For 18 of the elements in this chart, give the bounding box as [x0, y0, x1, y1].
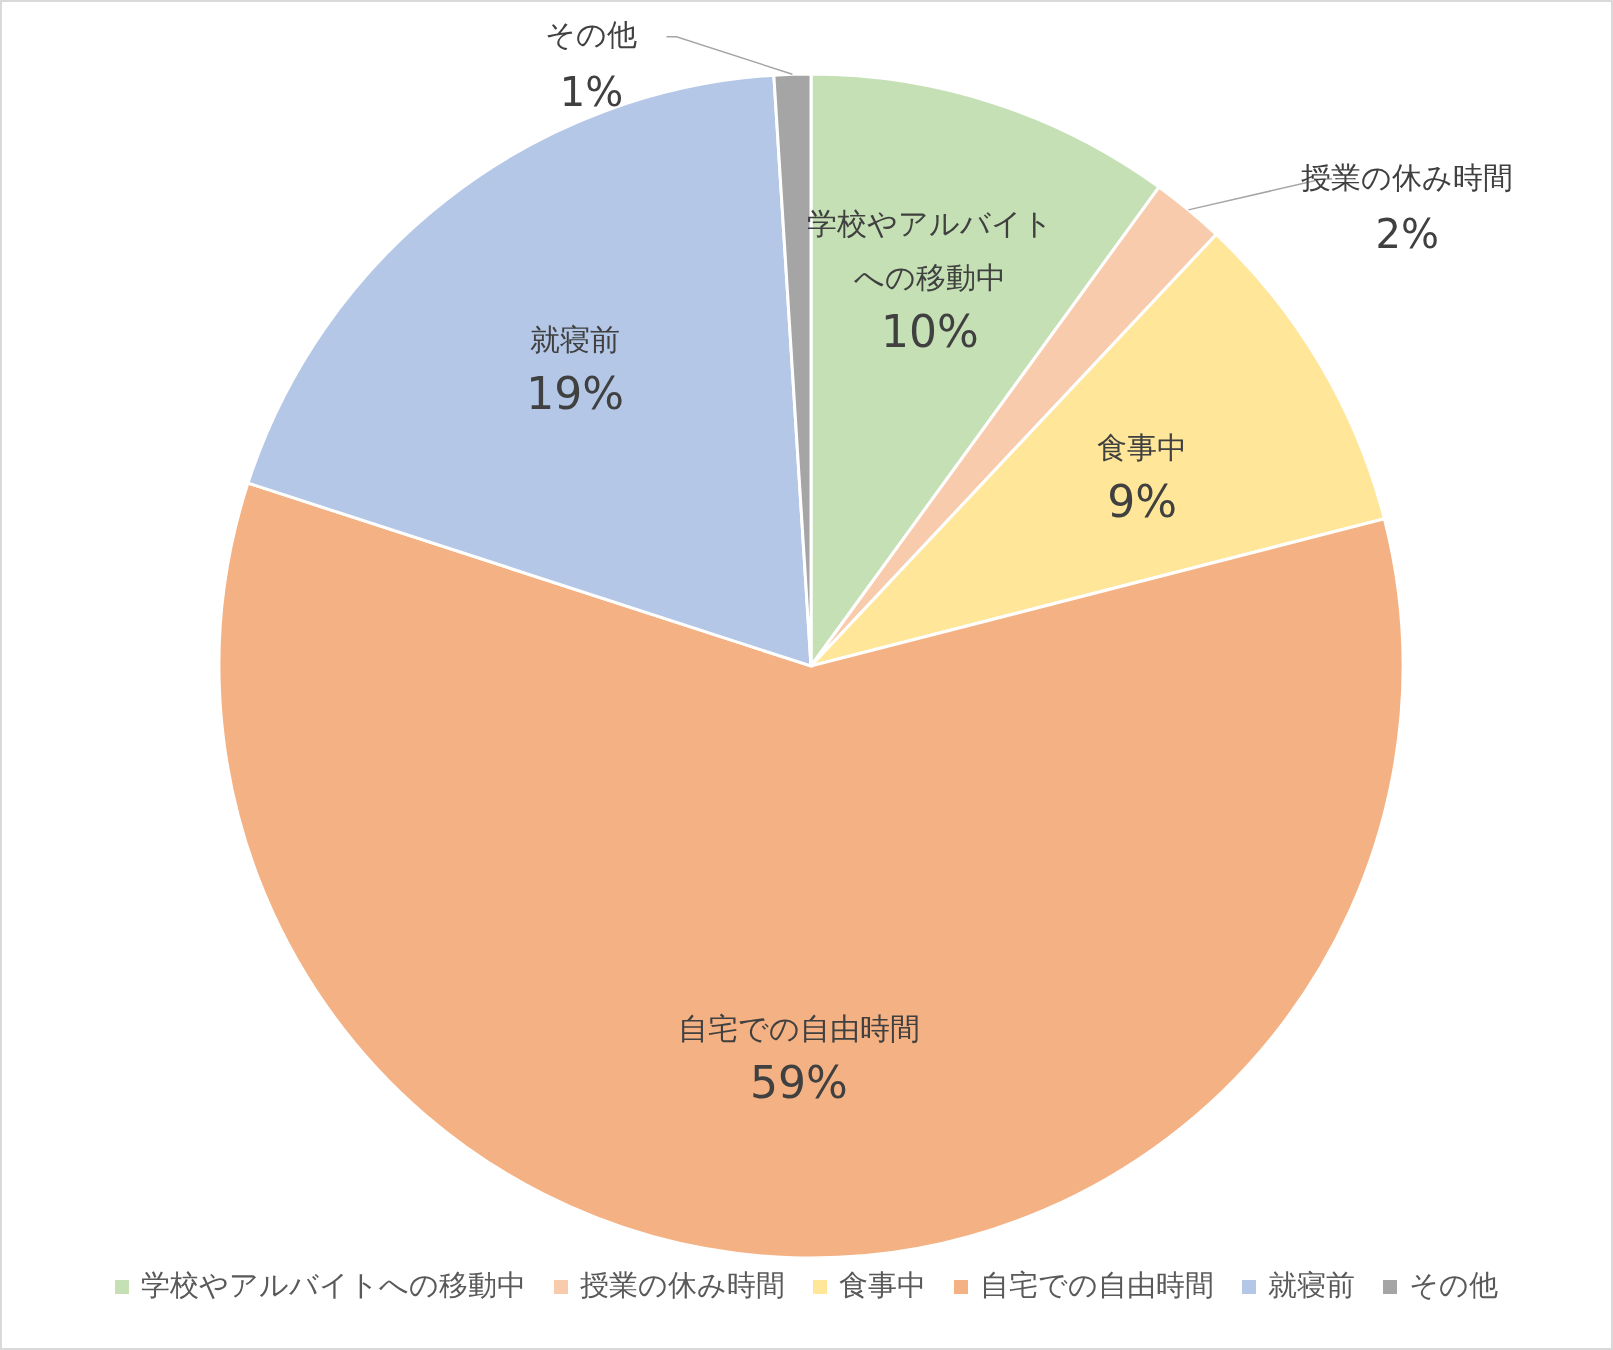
data-label: 59% — [750, 1056, 848, 1108]
data-label: 2% — [1375, 211, 1439, 258]
slice-label: 学校やアルバイトへの移動中 — [805, 205, 1054, 298]
slice-label: 自宅での自由時間 — [676, 1009, 921, 1048]
slice-label: 授業の休み時間 — [1301, 159, 1514, 195]
slice-label: 就寝前 — [529, 320, 622, 359]
data-label: 19% — [526, 367, 625, 419]
legend-label: その他 — [1409, 1268, 1498, 1302]
data-label: 1% — [559, 68, 624, 115]
data-label: 9% — [1107, 476, 1178, 528]
slice-label: 食事中 — [1096, 429, 1189, 468]
legend-label: 自宅での自由時間 — [980, 1268, 1214, 1302]
legend-label: 就寝前 — [1268, 1268, 1355, 1302]
legend-label: 授業の休み時間 — [580, 1268, 785, 1302]
slice-label: その他 — [545, 17, 638, 53]
data-label: 10% — [881, 306, 979, 358]
legend-label: 学校やアルバイトへの移動中 — [141, 1268, 526, 1302]
legend-label: 食事中 — [839, 1268, 926, 1302]
